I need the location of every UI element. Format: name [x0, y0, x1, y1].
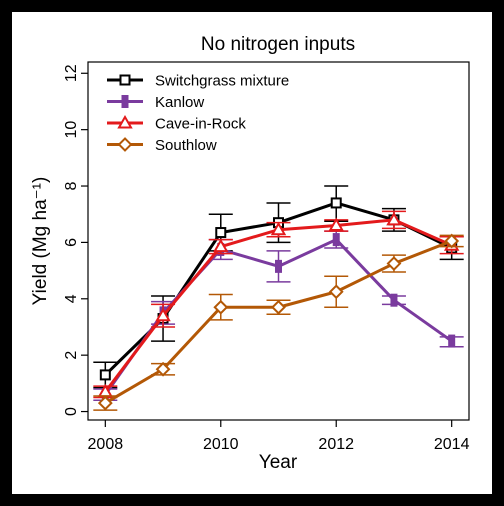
data-point	[99, 369, 111, 381]
legend-label: Switchgrass mixture	[155, 73, 289, 90]
legend-item: Cave-in-Rock	[107, 114, 246, 133]
series-layer	[93, 185, 464, 411]
y-tick-label: 0	[63, 407, 80, 416]
data-point	[155, 307, 171, 322]
data-point	[271, 299, 286, 315]
data-point	[97, 395, 113, 411]
data-point	[270, 221, 287, 236]
y-axis: 0 2 4 6 8 10 12	[63, 64, 88, 416]
data-point	[213, 238, 229, 253]
data-point	[448, 334, 456, 348]
data-point	[444, 233, 460, 249]
y-tick-label: 12	[63, 64, 80, 82]
legend-item: Kanlow	[107, 94, 204, 111]
x-tick-label: 2014	[434, 436, 470, 453]
data-point	[386, 211, 402, 226]
x-axis: 2008 2010 2012 2014	[88, 420, 470, 453]
chart-title: No nitrogen inputs	[201, 34, 355, 55]
data-point	[215, 227, 227, 239]
legend-swatch-marker	[119, 74, 131, 86]
chart-svg: No nitrogen inputs 0 2 4 6 8 10 12 2008 2010 201…	[30, 34, 470, 473]
series-switchgrass-mixture	[93, 185, 464, 389]
plot-area-border	[87, 61, 470, 421]
data-point	[330, 197, 342, 209]
y-tick-label: 10	[63, 121, 80, 139]
y-tick-label: 6	[63, 238, 80, 247]
x-axis-title: Year	[259, 452, 298, 473]
data-point	[332, 233, 340, 247]
legend-label: Cave-in-Rock	[155, 116, 246, 133]
x-tick-label: 2012	[318, 436, 354, 453]
data-point	[328, 217, 344, 231]
legend-swatch-marker	[117, 137, 133, 152]
data-point	[155, 361, 171, 377]
x-tick-label: 2008	[88, 436, 124, 453]
y-tick-label: 8	[63, 181, 80, 190]
y-axis-title: Yield (Mg ha⁻¹)	[30, 177, 51, 306]
y-tick-label: 2	[63, 351, 80, 360]
legend: Switchgrass mixture Kanlow Cave-in-Rock Sou…	[107, 73, 289, 154]
data-point	[275, 259, 282, 273]
data-point	[390, 293, 398, 307]
legend-swatch-marker	[117, 114, 133, 129]
legend-swatch-marker	[121, 95, 129, 108]
x-tick-label: 2010	[203, 436, 239, 453]
data-point	[386, 256, 402, 271]
legend-item: Switchgrass mixture	[107, 73, 289, 90]
chart-panel: No nitrogen inputs 0 2 4 6 8 10 12 2008 2010 201…	[12, 12, 492, 494]
series-southlow	[93, 233, 464, 411]
y-tick-label: 4	[63, 294, 80, 303]
data-point	[213, 299, 229, 315]
data-point	[328, 284, 344, 300]
legend-label: Kanlow	[155, 94, 204, 111]
legend-label: Southlow	[155, 137, 217, 154]
legend-item: Southlow	[107, 137, 217, 154]
